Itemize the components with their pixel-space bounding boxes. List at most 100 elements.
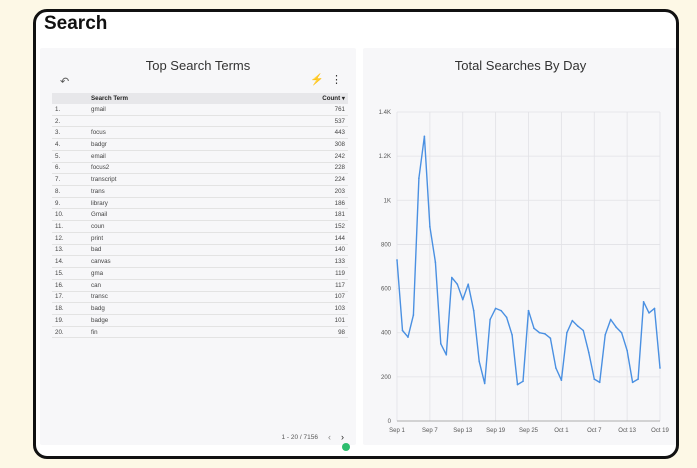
row-search-term: email xyxy=(88,150,282,163)
row-index: 7. xyxy=(52,173,88,187)
row-index: 17. xyxy=(52,291,88,304)
pagination-range: 1 - 20 / 7156 xyxy=(281,433,319,441)
table-row[interactable]: 20. fin 98 xyxy=(52,326,348,339)
data-point xyxy=(598,381,601,384)
table-row[interactable]: 13. bad 140 xyxy=(52,244,348,257)
row-index: 2. xyxy=(52,115,88,128)
row-search-term: badge xyxy=(88,314,282,327)
data-point xyxy=(418,177,420,180)
row-count: 181 xyxy=(282,208,348,222)
cursor-indicator xyxy=(342,443,350,451)
data-point xyxy=(609,318,612,321)
table-row[interactable]: 11. coun 152 xyxy=(52,220,348,233)
table-row[interactable]: 1. gmail 761 xyxy=(52,104,348,116)
row-index: 15. xyxy=(52,267,88,280)
y-tick-label: 1.2K xyxy=(379,154,391,160)
row-search-term: trans xyxy=(88,185,282,198)
row-count: 228 xyxy=(282,162,348,175)
row-count: 242 xyxy=(282,150,348,163)
row-count: 119 xyxy=(282,267,348,280)
table-row[interactable]: 8. trans 203 xyxy=(52,185,348,198)
data-point xyxy=(631,381,634,384)
table-row[interactable]: 19. badge 101 xyxy=(52,314,348,327)
row-index: 18. xyxy=(52,302,88,315)
data-point xyxy=(555,367,557,369)
data-point xyxy=(401,329,404,332)
table-row[interactable]: 6. focus2 228 xyxy=(52,162,348,175)
x-tick-label: Oct 7 xyxy=(587,428,602,434)
row-count: 443 xyxy=(282,126,348,140)
data-point xyxy=(549,337,552,340)
prev-page-button[interactable]: ‹ xyxy=(328,432,331,442)
row-search-term: Gmail xyxy=(88,208,282,222)
row-index: 9. xyxy=(52,197,88,210)
sort-indicator-icon: ▾ xyxy=(341,95,345,102)
row-index: 4. xyxy=(52,138,88,151)
row-count: 98 xyxy=(282,326,348,339)
table-row[interactable]: 10. Gmail 181 xyxy=(52,208,348,222)
bolt-icon[interactable]: ⚡ xyxy=(310,74,324,86)
y-tick-label: 0 xyxy=(388,419,392,425)
data-point xyxy=(445,353,448,356)
table-row[interactable]: 15. gma 119 xyxy=(52,267,348,280)
row-search-term: focus2 xyxy=(88,162,282,175)
table-row[interactable]: 7. transcript 224 xyxy=(52,173,348,187)
row-index: 1. xyxy=(52,104,88,116)
row-search-term: transcript xyxy=(88,173,282,187)
data-point xyxy=(483,382,486,385)
data-point xyxy=(582,329,585,332)
data-point xyxy=(604,334,607,336)
table-row[interactable]: 9. library 186 xyxy=(52,197,348,210)
data-point xyxy=(407,336,409,338)
data-point xyxy=(516,383,519,386)
kebab-icon[interactable]: ⋮ xyxy=(331,74,342,86)
y-tick-label: 800 xyxy=(381,242,392,248)
terms-panel-title: Top Search Terms xyxy=(145,58,251,73)
row-search-term xyxy=(88,115,282,128)
data-point xyxy=(511,334,513,336)
x-tick-label: Sep 25 xyxy=(519,428,539,434)
data-point xyxy=(626,349,628,352)
table-row[interactable]: 3. focus 443 xyxy=(52,126,348,140)
data-point xyxy=(620,331,623,334)
searches-line-chart: 0 200 400 600 800 1K 1.2K 1.4K Sep 1 Sep 7 Sep 13 S… xyxy=(379,110,670,434)
next-page-button[interactable]: › xyxy=(341,432,344,442)
row-count: 224 xyxy=(282,173,348,187)
data-point xyxy=(560,379,563,381)
data-point xyxy=(489,318,491,321)
table-row[interactable]: 18. badg 103 xyxy=(52,302,348,315)
data-point xyxy=(637,378,639,380)
row-search-term: coun xyxy=(88,220,282,233)
data-point xyxy=(527,309,530,312)
table-row[interactable]: 2. 537 xyxy=(52,115,348,128)
data-point xyxy=(642,301,645,303)
row-search-term: print xyxy=(88,232,282,245)
row-count: 144 xyxy=(282,232,348,245)
table-row[interactable]: 14. canvas 133 xyxy=(52,255,348,269)
table-row[interactable]: 4. badgr 308 xyxy=(52,138,348,151)
data-point xyxy=(505,316,508,319)
data-point xyxy=(423,135,426,138)
page-title: Search xyxy=(44,13,108,34)
table-row[interactable]: 17. transc 107 xyxy=(52,291,348,304)
data-point xyxy=(440,342,442,345)
y-tick-label: 1K xyxy=(384,198,391,204)
row-search-term: bad xyxy=(88,244,282,257)
row-index: 19. xyxy=(52,314,88,327)
row-index: 6. xyxy=(52,162,88,175)
table-row[interactable]: 12. print 144 xyxy=(52,232,348,245)
header-count-label: Count xyxy=(322,95,341,102)
top-search-terms-panel: Top Search Terms ↶ ⚡ ⋮ Search Term Count… xyxy=(40,48,356,451)
row-search-term: focus xyxy=(88,126,282,140)
header-count[interactable]: Count ▾ xyxy=(282,93,348,104)
row-search-term: badg xyxy=(88,302,282,315)
header-search-term[interactable]: Search Term xyxy=(88,93,282,104)
row-count: 537 xyxy=(282,115,348,128)
table-row[interactable]: 16. can 117 xyxy=(52,279,348,292)
data-point xyxy=(566,331,568,334)
row-index: 11. xyxy=(52,220,88,233)
undo-icon[interactable]: ↶ xyxy=(60,76,70,88)
row-index: 10. xyxy=(52,208,88,222)
table-row[interactable]: 5. email 242 xyxy=(52,150,348,163)
y-tick-label: 200 xyxy=(381,375,392,381)
